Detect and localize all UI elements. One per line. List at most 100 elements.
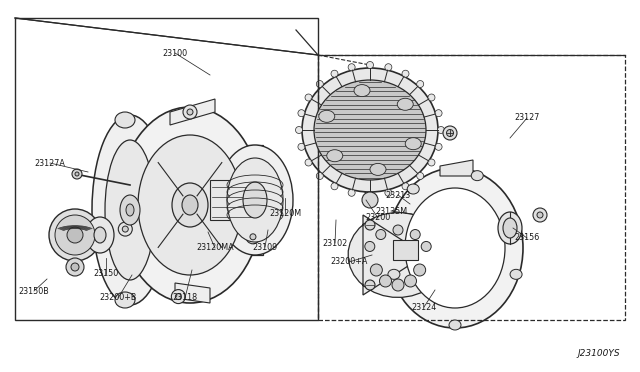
Ellipse shape xyxy=(122,226,128,232)
Ellipse shape xyxy=(471,171,483,181)
Ellipse shape xyxy=(92,115,168,305)
Text: 23120M: 23120M xyxy=(269,208,301,218)
Ellipse shape xyxy=(243,182,267,218)
Ellipse shape xyxy=(365,241,375,251)
Ellipse shape xyxy=(105,140,155,280)
Ellipse shape xyxy=(314,80,426,180)
Text: 23102: 23102 xyxy=(323,238,348,247)
Polygon shape xyxy=(170,99,215,125)
Ellipse shape xyxy=(115,292,135,308)
Ellipse shape xyxy=(187,109,193,115)
Text: 23200+A: 23200+A xyxy=(330,257,368,266)
Ellipse shape xyxy=(331,183,338,190)
Ellipse shape xyxy=(447,129,454,137)
Ellipse shape xyxy=(354,84,370,97)
Polygon shape xyxy=(348,213,445,297)
Polygon shape xyxy=(175,283,210,303)
Ellipse shape xyxy=(120,195,140,225)
Ellipse shape xyxy=(402,183,409,190)
Text: 23200+B: 23200+B xyxy=(99,294,137,302)
Polygon shape xyxy=(210,180,257,220)
Ellipse shape xyxy=(348,189,355,196)
Ellipse shape xyxy=(118,107,262,303)
Ellipse shape xyxy=(66,258,84,276)
Ellipse shape xyxy=(298,110,305,117)
Ellipse shape xyxy=(402,70,409,77)
Ellipse shape xyxy=(94,227,106,243)
Ellipse shape xyxy=(316,81,323,87)
Ellipse shape xyxy=(367,61,374,68)
Ellipse shape xyxy=(435,110,442,117)
Ellipse shape xyxy=(305,94,312,101)
Ellipse shape xyxy=(405,138,421,150)
Ellipse shape xyxy=(533,208,547,222)
Ellipse shape xyxy=(126,204,134,216)
Ellipse shape xyxy=(75,172,79,176)
Ellipse shape xyxy=(175,294,181,299)
Ellipse shape xyxy=(319,110,335,122)
Ellipse shape xyxy=(49,209,101,261)
Text: 23127A: 23127A xyxy=(35,158,65,167)
Ellipse shape xyxy=(392,279,404,291)
Ellipse shape xyxy=(365,220,375,230)
Ellipse shape xyxy=(388,269,400,279)
Ellipse shape xyxy=(385,189,392,196)
Text: J23100YS: J23100YS xyxy=(577,349,620,358)
Ellipse shape xyxy=(348,64,355,71)
Ellipse shape xyxy=(417,173,424,179)
Ellipse shape xyxy=(371,264,382,276)
Text: 23124: 23124 xyxy=(412,302,436,311)
Ellipse shape xyxy=(393,225,403,235)
Ellipse shape xyxy=(428,94,435,101)
Polygon shape xyxy=(393,240,418,260)
Ellipse shape xyxy=(118,222,132,236)
Polygon shape xyxy=(247,145,263,255)
Ellipse shape xyxy=(435,143,442,150)
Ellipse shape xyxy=(510,269,522,279)
Text: 23200: 23200 xyxy=(365,214,390,222)
Ellipse shape xyxy=(305,159,312,166)
Ellipse shape xyxy=(55,215,95,255)
Text: 23109: 23109 xyxy=(252,243,278,251)
Ellipse shape xyxy=(182,195,198,215)
Ellipse shape xyxy=(172,289,186,304)
Text: 23100: 23100 xyxy=(163,48,188,58)
Ellipse shape xyxy=(316,173,323,179)
Ellipse shape xyxy=(537,212,543,218)
Ellipse shape xyxy=(449,320,461,330)
Text: 23118: 23118 xyxy=(172,294,198,302)
Ellipse shape xyxy=(428,159,435,166)
Ellipse shape xyxy=(327,150,343,162)
Ellipse shape xyxy=(405,188,505,308)
Text: 23120MA: 23120MA xyxy=(196,244,234,253)
Ellipse shape xyxy=(413,264,426,276)
Ellipse shape xyxy=(362,192,378,208)
Ellipse shape xyxy=(443,126,457,140)
Ellipse shape xyxy=(246,230,260,244)
Ellipse shape xyxy=(115,112,135,128)
Ellipse shape xyxy=(217,145,293,255)
Ellipse shape xyxy=(404,275,417,287)
Ellipse shape xyxy=(298,143,305,150)
Ellipse shape xyxy=(380,275,392,287)
Ellipse shape xyxy=(302,68,438,192)
Text: 23135M: 23135M xyxy=(375,206,407,215)
Ellipse shape xyxy=(410,230,420,240)
Ellipse shape xyxy=(250,234,256,240)
Ellipse shape xyxy=(407,184,419,194)
Polygon shape xyxy=(440,160,473,176)
Ellipse shape xyxy=(498,212,522,244)
Ellipse shape xyxy=(367,192,374,199)
Ellipse shape xyxy=(397,98,413,110)
Text: 23156: 23156 xyxy=(515,234,540,243)
Ellipse shape xyxy=(376,230,386,240)
Text: 23150: 23150 xyxy=(93,269,118,279)
Ellipse shape xyxy=(331,70,338,77)
Ellipse shape xyxy=(138,135,242,275)
Ellipse shape xyxy=(370,163,386,175)
Ellipse shape xyxy=(86,217,114,253)
Ellipse shape xyxy=(385,64,392,71)
Ellipse shape xyxy=(438,126,445,134)
Ellipse shape xyxy=(503,218,517,238)
Ellipse shape xyxy=(71,263,79,271)
